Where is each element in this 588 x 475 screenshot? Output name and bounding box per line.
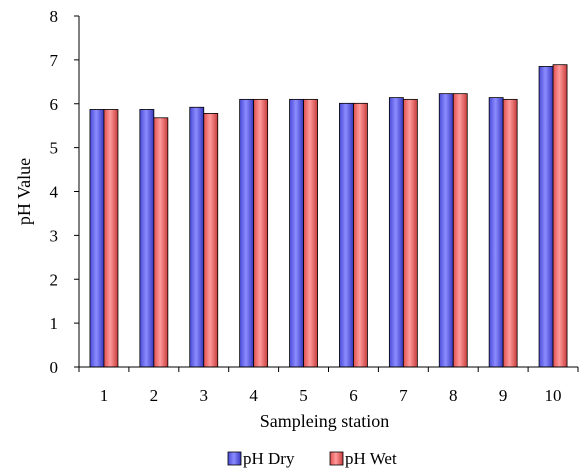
- bar-ph-dry-station-3: [189, 106, 205, 368]
- bar-ph-dry-station-1: [89, 109, 105, 368]
- x-axis-ticks: 1 2 3 4 5 6 7 8 9 10: [78, 367, 579, 405]
- bar-ph-wet-station-7: [402, 98, 418, 368]
- legend-swatch-ph-dry: [227, 451, 242, 466]
- y-tick-label: 0: [50, 358, 59, 377]
- bar-ph-wet-station-9: [502, 98, 518, 368]
- x-axis-title: Sampleing station: [260, 411, 390, 431]
- y-tick-label: 5: [50, 139, 59, 158]
- bar-ph-wet-station-3: [203, 113, 219, 368]
- x-tick-label: 7: [399, 386, 408, 405]
- legend-label-ph-wet: pH Wet: [345, 449, 397, 468]
- y-tick-label: 6: [50, 95, 59, 114]
- bar-ph-dry-station-7: [388, 97, 404, 368]
- x-tick-label: 4: [249, 386, 258, 405]
- y-tick-label: 2: [50, 270, 59, 289]
- legend-label-ph-dry: pH Dry: [243, 449, 295, 468]
- y-tick-label: 3: [50, 226, 59, 245]
- x-tick-label: 6: [349, 386, 358, 405]
- y-tick-label: 8: [50, 7, 59, 26]
- x-tick-label: 1: [100, 386, 109, 405]
- legend-swatch-ph-wet: [329, 451, 344, 466]
- x-tick-label: 2: [150, 386, 159, 405]
- bar-ph-wet-station-4: [253, 98, 269, 368]
- x-tick-label: 9: [499, 386, 508, 405]
- bar-ph-wet-station-1: [103, 109, 119, 368]
- bar-ph-dry-station-2: [139, 109, 155, 368]
- y-axis-title: pH Value: [14, 158, 34, 225]
- bar-ph-dry-station-6: [339, 102, 354, 368]
- bar-ph-dry-station-10: [538, 66, 554, 368]
- bar-ph-wet-station-10: [552, 64, 568, 368]
- bar-ph-wet-station-8: [452, 93, 468, 368]
- y-tick-label: 1: [50, 314, 59, 333]
- x-tick-label: 10: [545, 386, 562, 405]
- y-tick-label: 7: [50, 51, 59, 70]
- bar-ph-wet-station-5: [303, 98, 318, 368]
- x-tick-label: 3: [200, 386, 209, 405]
- x-tick-label: 8: [449, 386, 458, 405]
- bar-ph-dry-station-5: [289, 98, 304, 368]
- bars: [89, 64, 568, 368]
- y-axis-ticks: 0 1 2 3 4 5 6 7 8: [50, 7, 79, 377]
- bar-ph-wet-station-6: [353, 102, 368, 368]
- legend: pH Dry pH Wet: [227, 449, 397, 468]
- bar-ph-wet-station-2: [153, 117, 169, 368]
- y-tick-label: 4: [50, 183, 59, 202]
- bar-ph-dry-station-8: [438, 93, 454, 368]
- x-tick-label: 5: [299, 386, 308, 405]
- bar-ph-dry-station-9: [488, 97, 504, 368]
- bar-ph-dry-station-4: [239, 98, 255, 368]
